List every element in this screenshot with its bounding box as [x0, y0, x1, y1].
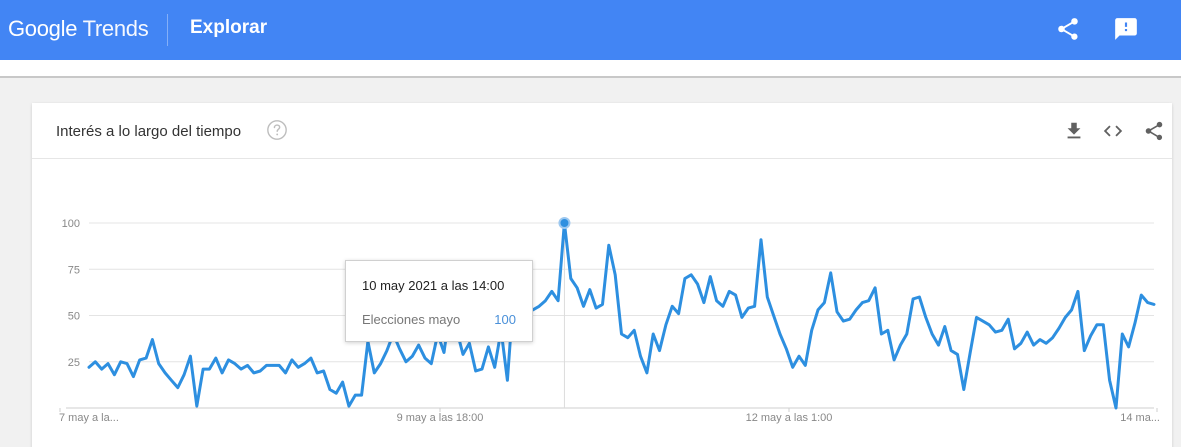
embed-icon[interactable] — [1102, 120, 1124, 142]
page-section-title: Explorar — [190, 17, 268, 38]
feedback-icon[interactable] — [1113, 16, 1139, 42]
share-icon[interactable] — [1055, 16, 1081, 42]
download-icon[interactable] — [1063, 120, 1085, 142]
google-trends-logo[interactable]: Google Trends — [8, 16, 149, 42]
logo-trends-text: Trends — [82, 16, 149, 41]
logo-google-text: Google — [8, 16, 78, 41]
help-icon[interactable] — [266, 119, 288, 141]
interest-over-time-card: Interés a lo largo del tiempo — [32, 103, 1172, 447]
header-divider — [167, 14, 168, 46]
tooltip-term: Elecciones mayo — [362, 312, 461, 327]
sub-header-bar — [0, 60, 1181, 78]
chart-tooltip: 10 may 2021 a las 14:00 Elecciones mayo … — [345, 260, 533, 342]
tooltip-value: 100 — [494, 312, 516, 327]
card-title: Interés a lo largo del tiempo — [56, 123, 242, 140]
card-header: Interés a lo largo del tiempo — [32, 103, 1172, 159]
tooltip-date: 10 may 2021 a las 14:00 — [362, 278, 505, 293]
card-share-icon[interactable] — [1143, 120, 1165, 142]
top-app-bar: Google Trends Explorar — [0, 0, 1181, 60]
